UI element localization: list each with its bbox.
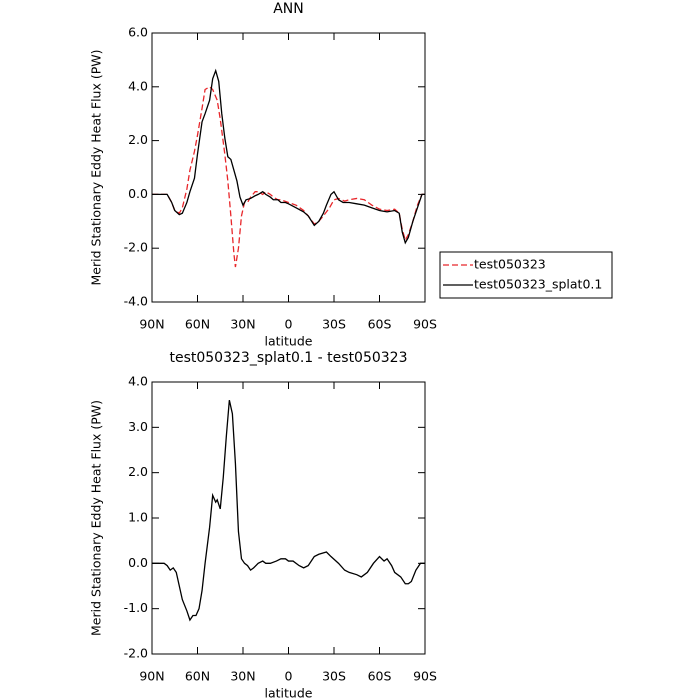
x-tick-label: 60S (368, 317, 392, 332)
x-tick-label: 90N (139, 669, 164, 684)
x-tick-label: 30S (322, 669, 346, 684)
x-tick-label: 30S (322, 317, 346, 332)
plot-frame (151, 381, 426, 655)
y-tick-label: -2.0 (124, 646, 148, 661)
y-tick-label: -2.0 (124, 240, 148, 255)
x-tick-label: 0 (285, 317, 293, 332)
x-tick-label: 90N (139, 317, 164, 332)
y-axis-label: Merid Stationary Eddy Heat Flux (PW) (89, 50, 104, 286)
x-tick-label: 30N (230, 317, 255, 332)
y-tick-label: 2.0 (128, 464, 148, 479)
y-tick-label: 4.0 (128, 78, 148, 93)
x-axis-label: latitude (265, 686, 313, 700)
x-tick-label: 60S (368, 669, 392, 684)
chart-title: test050323_splat0.1 - test050323 (169, 350, 407, 366)
x-tick-label: 0 (285, 669, 293, 684)
y-tick-label: 3.0 (128, 419, 148, 434)
y-tick-label: 0.0 (128, 555, 148, 570)
y-tick-label: 4.0 (128, 374, 148, 389)
chart-title: ANN (273, 1, 304, 17)
y-tick-label: -4.0 (124, 294, 148, 309)
legend-label: test050323_splat0.1 (474, 277, 602, 292)
data-line (152, 85, 425, 268)
x-tick-label: 30N (230, 669, 255, 684)
x-axis-label: latitude (265, 334, 313, 349)
y-tick-label: 1.0 (128, 510, 148, 525)
y-tick-label: 0.0 (128, 186, 148, 201)
y-tick-label: -1.0 (124, 600, 148, 615)
y-axis-label: Merid Stationary Eddy Heat Flux (PW) (89, 400, 104, 636)
x-tick-label: 90S (413, 317, 437, 332)
x-tick-label: 90S (413, 669, 437, 684)
plot-frame (151, 32, 426, 303)
data-line (152, 68, 425, 245)
legend-label: test050323 (474, 257, 546, 272)
legend-box (439, 251, 613, 299)
x-tick-label: 60N (185, 669, 210, 684)
y-tick-label: 6.0 (128, 25, 148, 40)
y-tick-label: 2.0 (128, 132, 148, 147)
x-tick-label: 60N (185, 317, 210, 332)
data-line (152, 399, 425, 622)
